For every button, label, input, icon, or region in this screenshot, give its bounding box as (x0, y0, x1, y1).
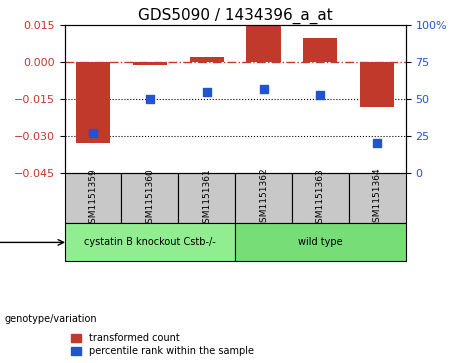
Bar (247, 25, 281, 62)
FancyBboxPatch shape (292, 173, 349, 224)
Text: GSM1151361: GSM1151361 (202, 168, 211, 229)
Text: GSM1151363: GSM1151363 (316, 168, 325, 229)
Title: GDS5090 / 1434396_a_at: GDS5090 / 1434396_a_at (138, 8, 332, 24)
Point (203, 89, 210, 95)
FancyBboxPatch shape (235, 224, 406, 261)
Text: GSM1151364: GSM1151364 (373, 168, 382, 228)
Bar (76, 62, 110, 143)
Text: GSM1151359: GSM1151359 (89, 168, 97, 229)
FancyBboxPatch shape (349, 173, 406, 224)
Point (89, 130, 97, 136)
FancyBboxPatch shape (65, 173, 121, 224)
FancyBboxPatch shape (121, 173, 178, 224)
FancyBboxPatch shape (65, 224, 235, 261)
Point (317, 92, 324, 98)
Bar (189, 57, 224, 62)
FancyBboxPatch shape (235, 173, 292, 224)
FancyBboxPatch shape (178, 173, 235, 224)
Point (260, 86, 267, 92)
Text: cystatin B knockout Cstb-/-: cystatin B knockout Cstb-/- (84, 237, 216, 248)
Text: GSM1151360: GSM1151360 (145, 168, 154, 229)
Bar (133, 62, 167, 65)
Legend: transformed count, percentile rank within the sample: transformed count, percentile rank withi… (70, 331, 256, 358)
Point (146, 96, 154, 102)
Text: GSM1151362: GSM1151362 (259, 168, 268, 228)
Point (373, 140, 381, 146)
Text: wild type: wild type (298, 237, 343, 248)
Bar (303, 38, 337, 62)
Text: genotype/variation: genotype/variation (5, 314, 97, 325)
Bar (360, 62, 394, 106)
